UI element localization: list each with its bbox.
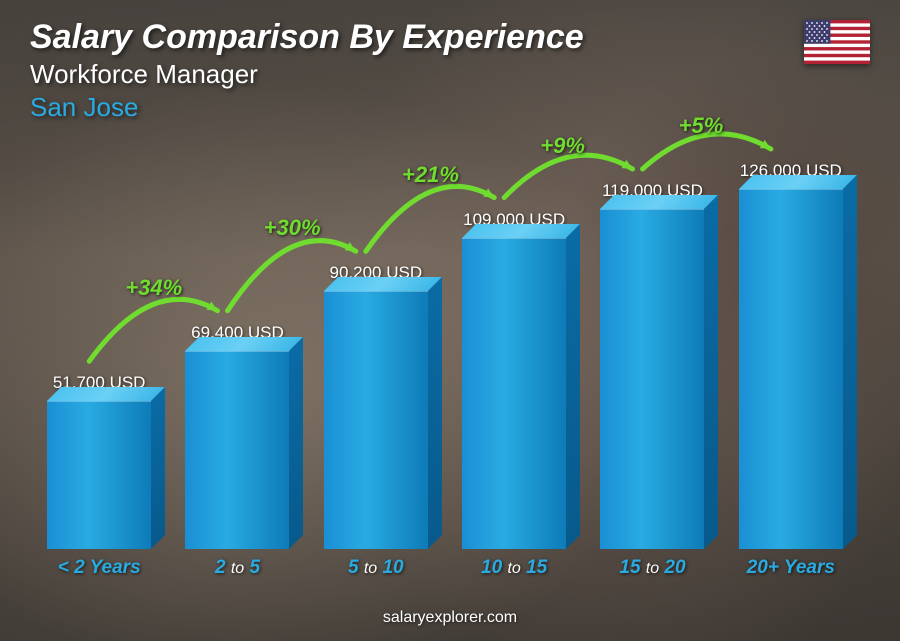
x-axis-label: 10 to 15 [445, 557, 583, 579]
bar [739, 189, 843, 549]
bar-slot: 109,000 USD [445, 109, 583, 549]
bar-chart: 51,700 USD69,400 USD90,200 USD109,000 US… [30, 109, 860, 579]
bar [185, 351, 289, 549]
bar-slot: 51,700 USD [30, 109, 168, 549]
bar-slot: 119,000 USD [583, 109, 721, 549]
x-axis-label: < 2 Years [30, 557, 168, 579]
bar-slot: 126,000 USD [722, 109, 860, 549]
header: Salary Comparison By Experience Workforc… [30, 18, 870, 123]
increase-label: +30% [264, 215, 321, 241]
us-flag-icon [804, 20, 870, 64]
bar [600, 209, 704, 549]
bar [462, 238, 566, 549]
footer-attribution: salaryexplorer.com [0, 609, 900, 627]
x-axis-labels: < 2 Years2 to 55 to 1010 to 1515 to 2020… [30, 557, 860, 579]
x-axis-label: 2 to 5 [168, 557, 306, 579]
x-axis-label: 5 to 10 [307, 557, 445, 579]
x-axis-label: 20+ Years [722, 557, 860, 579]
increase-label: +21% [402, 162, 459, 188]
bar [47, 401, 151, 549]
bar [324, 291, 428, 549]
bar-slot: 69,400 USD [168, 109, 306, 549]
increase-label: +9% [540, 133, 585, 159]
chart-title: Salary Comparison By Experience [30, 18, 870, 57]
increase-label: +34% [125, 275, 182, 301]
increase-label: +5% [679, 113, 724, 139]
chart-subtitle: Workforce Manager [30, 59, 870, 90]
x-axis-label: 15 to 20 [583, 557, 721, 579]
